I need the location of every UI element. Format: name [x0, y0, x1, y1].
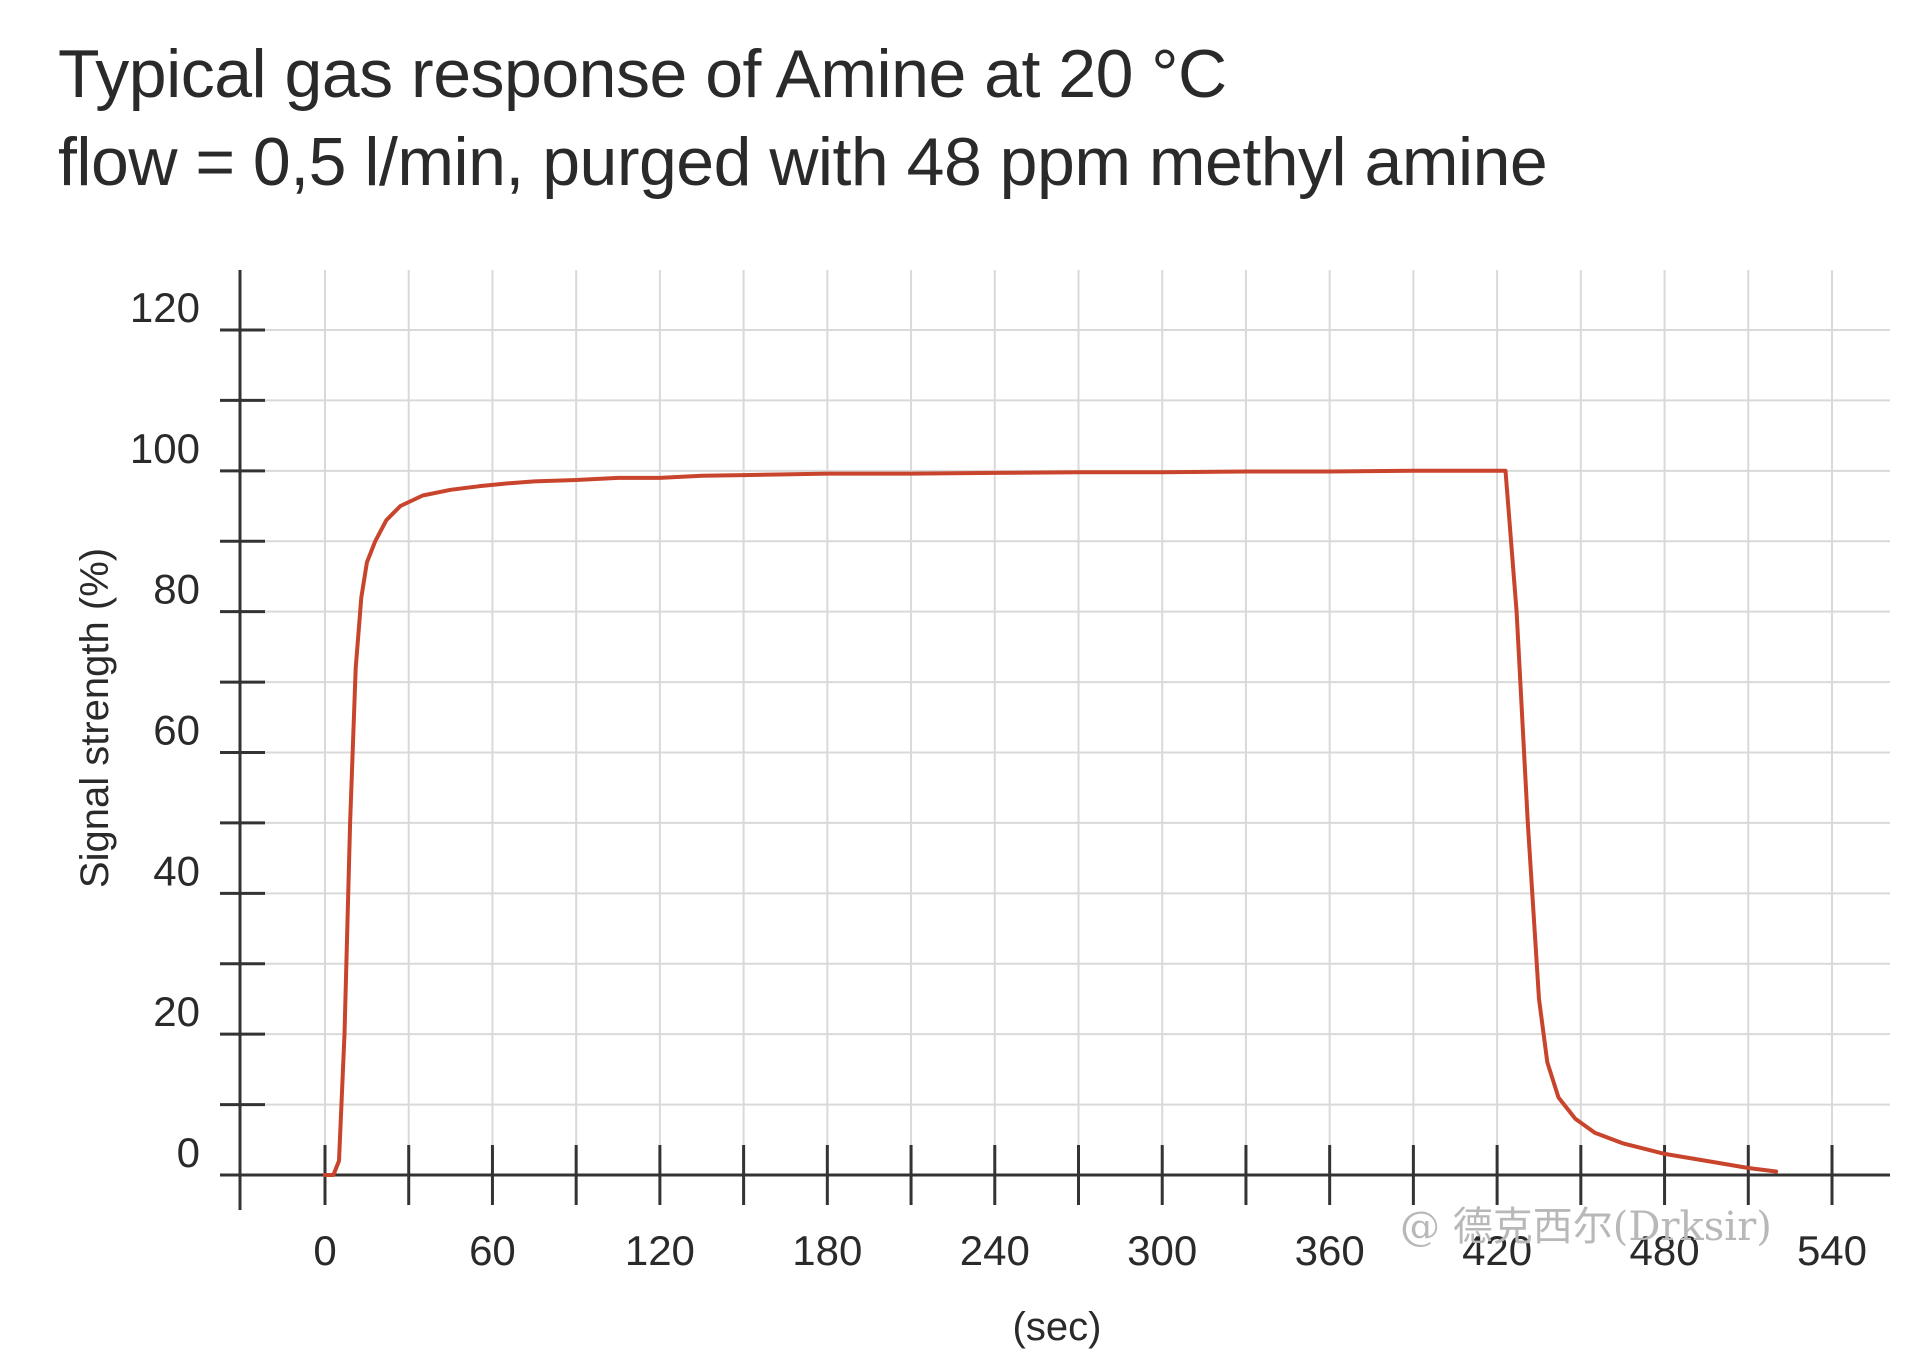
data-point — [449, 489, 452, 491]
y-tick-label: 100 — [130, 425, 200, 472]
data-point — [1468, 470, 1471, 472]
y-tick-label: 120 — [130, 284, 200, 331]
data-point — [1328, 470, 1331, 473]
y-axis-label: Signal strength (%) — [73, 548, 117, 888]
data-point — [366, 561, 368, 564]
x-tick-label: 60 — [469, 1227, 516, 1274]
data-point — [399, 505, 402, 507]
data-point — [993, 472, 996, 474]
y-tick-label: 80 — [153, 566, 200, 613]
data-point — [1412, 470, 1415, 472]
y-tick-label: 0 — [177, 1129, 200, 1176]
chart-subtitle: flow = 0,5 l/min, purged with 48 ppm met… — [58, 124, 1548, 200]
y-tick-label: 40 — [153, 847, 200, 894]
data-point — [1775, 1170, 1777, 1173]
data-point — [700, 474, 703, 477]
grid — [240, 270, 1890, 1176]
x-tick-label: 540 — [1797, 1227, 1867, 1274]
chart-title: Typical gas response of Amine at 20 °C — [58, 36, 1227, 112]
data-point — [1546, 1061, 1549, 1064]
data-point — [324, 1174, 326, 1176]
data-point — [1496, 470, 1498, 472]
data-point — [421, 494, 424, 497]
data-point — [338, 1160, 340, 1162]
data-point — [385, 519, 388, 521]
data-point — [1538, 998, 1540, 1000]
data-point — [354, 667, 357, 669]
data-point — [1621, 1142, 1624, 1145]
data-point — [1515, 610, 1518, 613]
x-tick-label: 480 — [1630, 1227, 1700, 1274]
series-layer — [323, 468, 1779, 1177]
axes — [238, 270, 1890, 1210]
data-point — [1593, 1131, 1596, 1134]
data-point — [742, 474, 745, 476]
data-point — [826, 472, 829, 475]
x-tick-label: 360 — [1295, 1227, 1365, 1274]
data-point — [374, 540, 377, 543]
x-tick-label: 240 — [960, 1227, 1030, 1274]
x-tick-label: 180 — [792, 1227, 862, 1274]
data-point — [1557, 1096, 1560, 1099]
data-point — [343, 1033, 346, 1035]
data-point — [1747, 1167, 1750, 1169]
ticks: 0 20 40 60 80 100 120 0 60 120 180 240 300 360 420 480 5… — [130, 284, 1867, 1274]
data-point — [1504, 470, 1507, 472]
x-tick-label: 300 — [1127, 1227, 1197, 1274]
x-tick-label: 420 — [1462, 1227, 1532, 1274]
data-point — [1705, 1160, 1708, 1162]
y-tick-label: 20 — [153, 988, 200, 1035]
data-point — [784, 473, 787, 476]
y-tick-label: 60 — [153, 707, 200, 754]
watermark: @ 德克西尔(Drksir) — [1400, 1204, 1772, 1250]
data-point — [332, 1174, 335, 1176]
data-point — [1161, 471, 1164, 474]
data-point — [1077, 471, 1080, 474]
data-point — [1527, 822, 1529, 824]
data-point — [659, 477, 661, 479]
data-point — [910, 472, 912, 475]
x-tick-label: 0 — [313, 1227, 336, 1274]
data-point — [1574, 1117, 1577, 1120]
data-point — [617, 477, 619, 479]
chart-title-block: Typical gas response of Amine at 20 °C f… — [58, 30, 1548, 206]
data-point — [477, 485, 480, 488]
data-point — [1245, 470, 1247, 473]
x-axis-label: (sec) — [1013, 1305, 1102, 1349]
data-point — [349, 822, 351, 824]
x-tick-label: 120 — [625, 1227, 695, 1274]
data-point — [1663, 1153, 1666, 1155]
data-point — [575, 479, 577, 481]
data-point — [533, 480, 536, 483]
data-point — [505, 482, 508, 485]
data-point — [360, 596, 363, 599]
